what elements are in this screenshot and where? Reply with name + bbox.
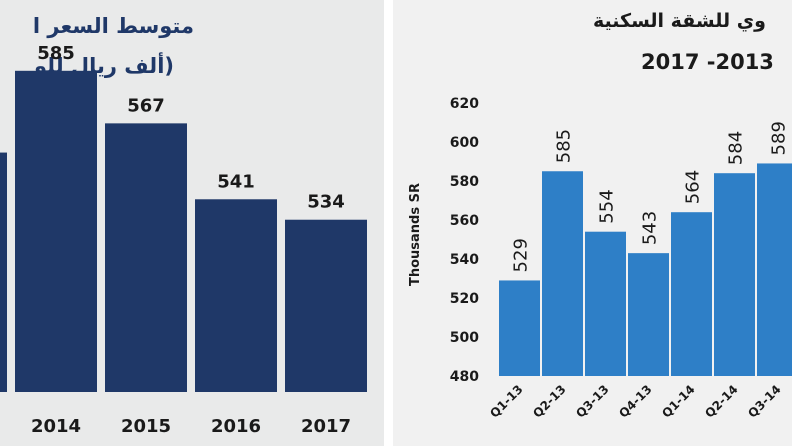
data-label: 585: [37, 43, 75, 64]
left-chart-title-line-1: متوسط السعر ا: [32, 14, 194, 38]
x-tick-label: 2017: [301, 416, 351, 437]
data-label: 584: [726, 131, 747, 165]
right-bar-chart: Thousands SR 620 600 580 560 540 520 500 480 529 Q…: [408, 96, 792, 421]
bar: [195, 199, 277, 392]
x-tick-label: Q2-14: [702, 382, 740, 420]
y-tick-label: 580: [450, 174, 479, 190]
bar: [757, 163, 792, 376]
data-label: 543: [640, 211, 661, 245]
x-tick-label: 2014: [31, 416, 81, 437]
right-chart-title-line-2: 2017 -2013: [641, 50, 774, 74]
y-tick-label: 620: [450, 96, 479, 112]
data-label: 534: [307, 192, 345, 213]
y-tick-label: 540: [450, 252, 479, 268]
bar: [714, 173, 755, 376]
data-label: 541: [217, 171, 255, 192]
data-label: 564: [683, 170, 704, 204]
right-chart-title-line-1: وي للشقة السكنية: [593, 10, 766, 32]
bar: [671, 212, 712, 376]
x-tick-label: Q2-13: [530, 382, 568, 420]
x-tick-label: Q1-13: [487, 382, 525, 420]
y-tick-label: 480: [450, 369, 479, 385]
x-tick-label: Q3-14: [745, 382, 783, 420]
bar: [542, 171, 583, 376]
panel-divider: [384, 0, 393, 446]
bar: [585, 231, 626, 376]
y-tick-label: 520: [450, 291, 479, 307]
data-label: 585: [554, 129, 575, 163]
x-tick-label: Q4-13: [616, 382, 654, 420]
data-label: 554: [597, 189, 618, 223]
y-tick-label: 500: [450, 330, 479, 346]
y-tick-label: 560: [450, 213, 479, 229]
bar: [285, 219, 367, 392]
x-tick-label: 2016: [211, 416, 261, 437]
x-tick-label: Q1-14: [659, 382, 697, 420]
y-axis-label: Thousands SR: [408, 183, 423, 286]
bar: [105, 123, 187, 393]
data-label: 567: [127, 95, 165, 116]
bar: [628, 253, 669, 376]
x-tick-label: Q3-13: [573, 382, 611, 420]
left-chart-panel: متوسط السعر ا (ألف ريال للو 585 2014 567 20…: [0, 0, 384, 446]
left-bar-chart: 585 2014 567 2015 541 2016 534 2017: [0, 43, 367, 437]
bar: [15, 70, 97, 393]
y-tick-label: 600: [450, 135, 479, 151]
bar: [499, 280, 540, 376]
right-chart-panel: وي للشقة السكنية 2017 -2013 Thousands SR…: [393, 0, 792, 446]
x-tick-label: 2015: [121, 416, 171, 437]
bar: [0, 152, 7, 392]
data-label: 529: [511, 238, 532, 272]
data-label: 589: [769, 121, 790, 155]
